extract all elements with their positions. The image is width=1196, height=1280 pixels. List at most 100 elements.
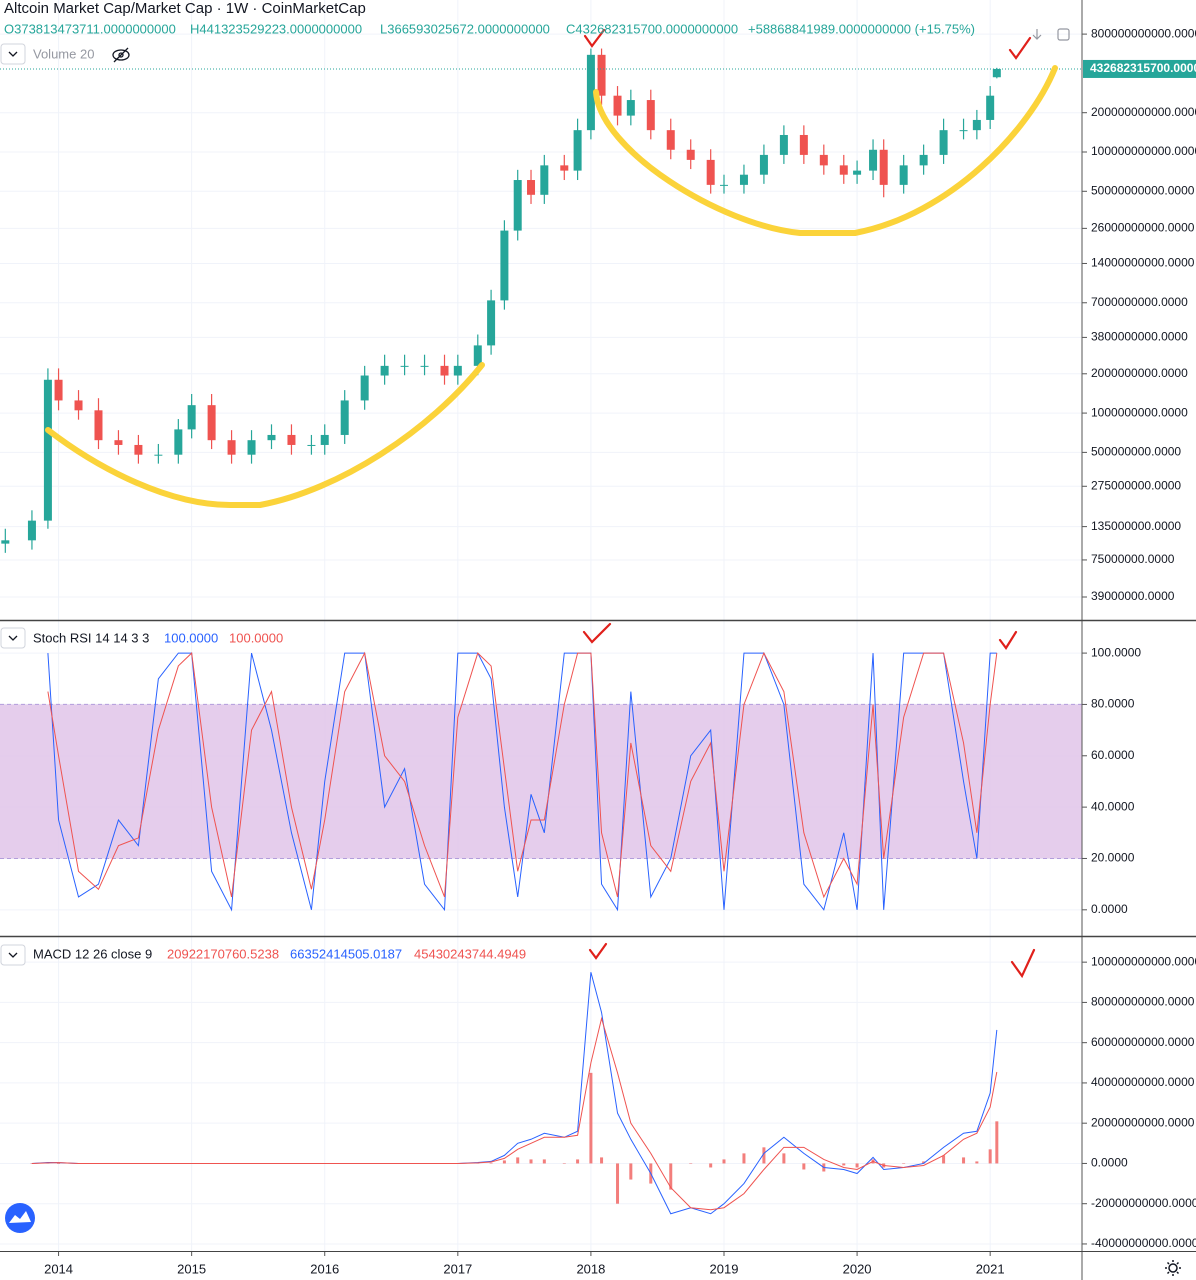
candle-body <box>586 54 595 131</box>
candle-body <box>227 440 236 455</box>
y-tick-label: 800000000000.0000 <box>1091 26 1196 40</box>
collapse-button[interactable] <box>0 43 26 65</box>
candle-body <box>154 454 163 456</box>
candle-body <box>597 54 606 96</box>
candle-body <box>646 100 655 131</box>
candle-body <box>759 154 768 175</box>
candle-body <box>686 149 695 160</box>
y-tick-label: 50000000000.0000 <box>1091 183 1195 197</box>
candle-body <box>613 95 622 116</box>
candle-body <box>719 184 728 186</box>
histogram-bar <box>709 1163 713 1168</box>
indicator-line <box>47 651 998 899</box>
x-tick-label: 2016 <box>310 1261 339 1276</box>
y-tick-label: -40000000000.0000 <box>1091 1236 1196 1250</box>
histogram-bar <box>57 1163 61 1164</box>
x-tick-label: 2020 <box>843 1261 872 1276</box>
histogram-bar <box>502 1160 506 1164</box>
histogram-bar <box>922 1161 926 1164</box>
candle-body <box>819 154 828 166</box>
candle-body <box>360 375 369 401</box>
y-tick-label: 0.0000 <box>1091 902 1128 916</box>
band-fill <box>0 704 1082 859</box>
y-tick-label: 20.0000 <box>1091 851 1135 865</box>
histogram-bar <box>722 1159 726 1164</box>
y-tick-label: 100.0000 <box>1091 645 1141 659</box>
histogram-bar <box>589 1072 593 1164</box>
candle-body <box>54 379 63 401</box>
y-tick-label: 60.0000 <box>1091 748 1135 762</box>
candle-body <box>174 429 183 455</box>
histogram-bar <box>942 1155 946 1164</box>
x-tick-label: 2021 <box>976 1261 1005 1276</box>
candle-body <box>340 400 349 435</box>
candle-body <box>440 365 449 376</box>
candle-body <box>380 365 389 376</box>
candle-body <box>43 379 52 521</box>
pane-buttons[interactable] <box>1032 28 1070 41</box>
candle-body <box>869 149 878 171</box>
histogram-bar <box>629 1163 633 1180</box>
histogram-bar <box>988 1149 992 1164</box>
y-tick-label: 2000000000.0000 <box>1091 366 1188 380</box>
candle-body <box>500 230 509 301</box>
candle-body <box>287 434 296 445</box>
candle-body <box>799 134 808 155</box>
y-tick-label: 500000000.0000 <box>1091 445 1181 459</box>
symbol-title: Altcoin Market Cap/Market Cap · 1W · Coi… <box>4 0 366 17</box>
check-mark <box>582 622 612 644</box>
candle-body <box>560 165 569 171</box>
chevron-icon <box>8 635 18 641</box>
y-tick-label: 275000000.0000 <box>1091 478 1181 492</box>
ohlc-open: O373813473711.0000000000 <box>4 21 176 36</box>
histogram-bar <box>902 1163 906 1164</box>
candle-body <box>453 365 462 376</box>
hide-icon[interactable] <box>112 47 130 63</box>
candle-body <box>706 159 715 185</box>
histogram-bar <box>742 1153 746 1164</box>
histogram-bar <box>802 1163 806 1170</box>
histogram-bar <box>600 1157 604 1164</box>
check-mark <box>998 630 1018 650</box>
collapse-button[interactable] <box>0 627 26 649</box>
collapse-button[interactable] <box>0 944 26 966</box>
ohlc-low: L366593025672.0000000000 <box>380 21 550 36</box>
y-tick-label: 40000000000.0000 <box>1091 1075 1195 1089</box>
yellow-curve <box>45 362 485 508</box>
x-tick-label: 2019 <box>710 1261 739 1276</box>
candle-body <box>779 134 788 155</box>
histogram-bar <box>975 1161 979 1164</box>
candle-body <box>992 68 1001 78</box>
candle-body <box>899 165 908 185</box>
yellow-curve <box>593 65 1058 236</box>
histogram-bar <box>842 1163 846 1166</box>
y-tick-label: 80000000000.0000 <box>1091 995 1195 1009</box>
candle-body <box>400 365 409 367</box>
histogram-bar <box>576 1159 580 1164</box>
settings-icon[interactable] <box>1165 1260 1181 1276</box>
y-tick-label: 75000000.0000 <box>1091 552 1175 566</box>
histogram-bar <box>30 1163 34 1164</box>
y-tick-label: 1000000000.0000 <box>1091 405 1188 419</box>
macd-line-value: 66352414505.0187 <box>290 946 402 961</box>
macd-signal-value: 45430243744.4949 <box>414 946 526 961</box>
stoch-title: Stoch RSI 14 14 3 3 <box>33 630 149 645</box>
candle-body <box>666 130 675 150</box>
histogram-bar <box>616 1163 620 1204</box>
tradingview-logo[interactable] <box>5 1203 35 1233</box>
y-tick-label: 0.0000 <box>1091 1156 1128 1170</box>
last-price-label: 432682315700.0000 <box>1090 61 1196 75</box>
y-tick-label: 135000000.0000 <box>1091 519 1181 533</box>
x-tick-label: 2017 <box>443 1261 472 1276</box>
candle-body <box>487 300 496 346</box>
histogram-bar <box>762 1147 766 1164</box>
indicator-line <box>31 1016 998 1211</box>
candle-body <box>473 345 482 366</box>
check-marks <box>582 28 1036 979</box>
candle-body <box>207 405 216 441</box>
histogram-bar <box>962 1157 966 1164</box>
histogram-bar <box>689 1163 693 1164</box>
histogram-bar <box>995 1121 999 1164</box>
